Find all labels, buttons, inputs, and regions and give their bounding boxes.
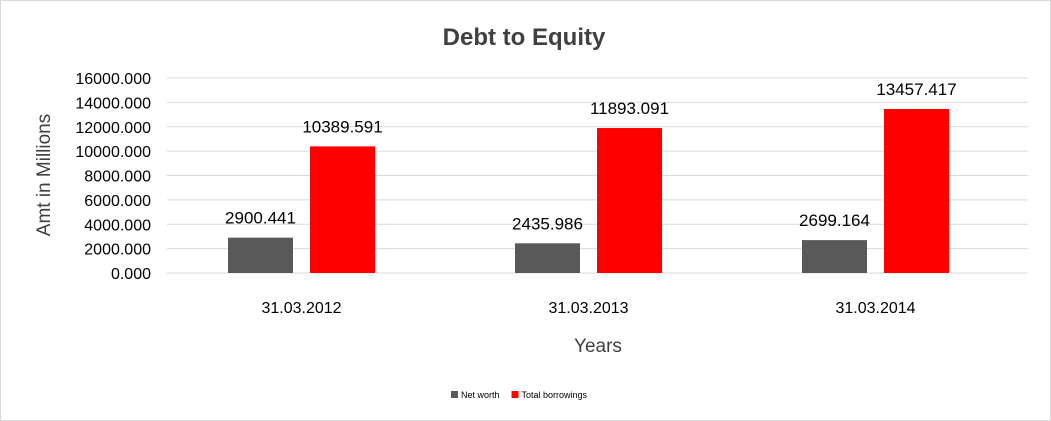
bar-net-worth bbox=[228, 237, 293, 273]
y-tick-label: 6000.000 bbox=[84, 193, 151, 210]
bar-total-borrowings bbox=[884, 108, 949, 273]
chart-title: Debt to Equity bbox=[443, 24, 606, 51]
y-tick-label: 0.000 bbox=[111, 266, 151, 283]
data-label: 2699.164 bbox=[799, 211, 870, 230]
y-tick-label: 4000.000 bbox=[84, 217, 151, 234]
bar-total-borrowings bbox=[597, 128, 662, 273]
x-tick-label: 31.03.2014 bbox=[835, 300, 915, 317]
x-axis-title: Years bbox=[574, 336, 622, 357]
data-label: 10389.591 bbox=[302, 117, 382, 136]
y-tick-label: 12000.000 bbox=[75, 120, 151, 137]
legend-swatch bbox=[451, 391, 458, 398]
data-label: 13457.417 bbox=[876, 80, 956, 99]
data-label: 2900.441 bbox=[225, 209, 296, 228]
legend: Net worth Total borrowings bbox=[451, 390, 588, 400]
y-tick-label: 14000.000 bbox=[75, 95, 151, 112]
bars bbox=[228, 108, 949, 273]
x-axis-ticks: 31.03.2012 31.03.2013 31.03.2014 bbox=[261, 300, 915, 317]
y-tick-label: 8000.000 bbox=[84, 169, 151, 186]
x-tick-label: 31.03.2012 bbox=[261, 300, 341, 317]
y-tick-label: 2000.000 bbox=[84, 242, 151, 259]
bar-net-worth bbox=[802, 240, 867, 273]
legend-label: Net worth bbox=[461, 390, 500, 400]
bar-total-borrowings bbox=[310, 146, 375, 273]
legend-label: Total borrowings bbox=[522, 390, 588, 400]
x-tick-label: 31.03.2013 bbox=[548, 300, 628, 317]
y-tick-label: 16000.000 bbox=[75, 71, 151, 88]
data-labels: 2900.441 10389.591 2435.986 11893.091 2699.1… bbox=[225, 80, 957, 233]
bar-net-worth bbox=[515, 243, 580, 273]
data-label: 11893.091 bbox=[590, 99, 669, 118]
y-tick-label: 10000.000 bbox=[75, 144, 151, 161]
y-axis-ticks: 0.000 2000.000 4000.000 6000.000 8000.000 100… bbox=[75, 71, 151, 283]
y-axis-title: Amt in Millions bbox=[34, 114, 55, 236]
data-label: 2435.986 bbox=[512, 214, 583, 233]
legend-swatch bbox=[511, 391, 519, 398]
